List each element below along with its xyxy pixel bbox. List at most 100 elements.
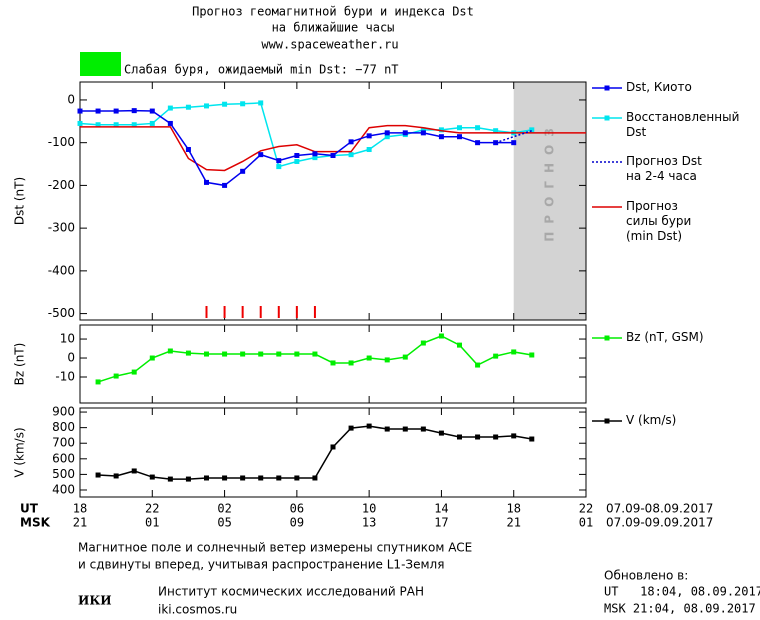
data-point	[493, 353, 499, 359]
data-point	[312, 155, 318, 161]
data-point	[438, 333, 444, 339]
y-tick-label: 10	[60, 332, 75, 346]
data-point	[457, 342, 462, 348]
data-point	[420, 426, 426, 432]
x2-tick-label: 17	[434, 516, 448, 530]
data-point	[294, 475, 300, 481]
data-point	[529, 352, 535, 358]
data-point	[294, 152, 300, 158]
data-point	[420, 127, 426, 133]
x2-tick-label: 05	[217, 516, 231, 530]
data-point	[258, 475, 264, 481]
updated-label: Обновлено в:	[604, 569, 688, 583]
data-point	[493, 434, 499, 440]
x-tick-label: 14	[434, 502, 448, 516]
data-point	[294, 351, 300, 357]
legend-marker	[604, 115, 610, 121]
x2-tick-label: 21	[73, 516, 87, 530]
data-point	[420, 340, 426, 346]
data-point	[185, 147, 191, 153]
data-point	[113, 108, 119, 114]
data-point	[438, 127, 444, 133]
data-point	[348, 360, 354, 366]
data-point	[312, 475, 318, 481]
data-point	[348, 152, 354, 158]
data-point	[330, 444, 336, 450]
data-point	[457, 134, 462, 140]
data-point	[204, 103, 209, 109]
y-axis-label: Dst (nT)	[13, 177, 27, 225]
data-point	[384, 130, 390, 136]
data-point	[457, 125, 462, 131]
data-point	[167, 348, 173, 354]
data-point	[366, 133, 372, 139]
series-line	[80, 109, 514, 187]
data-point	[511, 349, 517, 355]
data-point	[529, 436, 535, 442]
data-point	[240, 475, 246, 481]
chart-title: на ближайшие часы	[272, 21, 395, 35]
data-point	[149, 120, 155, 126]
x-range-label: 07.09-08.09.2017	[606, 502, 713, 516]
y-tick-label: 500	[52, 467, 75, 481]
legend-marker	[604, 418, 610, 424]
x2-tick-label: 09	[290, 516, 304, 530]
y-tick-label: 700	[52, 436, 75, 450]
data-point	[438, 134, 444, 140]
data-point	[438, 430, 444, 436]
data-point	[167, 476, 173, 482]
data-point	[167, 105, 173, 111]
data-point	[204, 351, 209, 357]
legend-label: Dst, Киото	[626, 80, 692, 94]
status-text: Слабая буря, ожидаемый min Dst: −77 nT	[124, 63, 399, 77]
status-box	[80, 52, 121, 76]
plot-frame	[79, 324, 587, 404]
data-point	[240, 351, 246, 357]
x-tick-label: 22	[145, 502, 159, 516]
legend-label: Прогноз Dst на 2-4 часа	[626, 154, 702, 183]
data-point	[167, 120, 173, 126]
data-point	[185, 350, 191, 356]
data-point	[258, 351, 264, 357]
data-point	[366, 423, 372, 429]
data-point	[240, 101, 246, 107]
series-line	[80, 124, 586, 172]
data-point	[384, 426, 390, 432]
data-point	[222, 351, 228, 357]
data-point	[330, 152, 336, 158]
footnote: Магнитное поле и солнечный ветер измерен…	[78, 541, 472, 555]
series-line	[79, 102, 532, 168]
data-point	[131, 369, 137, 375]
institute: Институт космических исследований РАН	[158, 585, 424, 599]
data-point	[222, 101, 228, 107]
updated-ut: UT 18:04, 08.09.2017	[604, 585, 760, 599]
series-line	[97, 335, 532, 383]
data-point	[149, 108, 155, 114]
data-point	[77, 108, 83, 114]
legend-label: Восстановленный Dst	[626, 110, 740, 139]
data-point	[149, 474, 155, 480]
data-point	[258, 100, 264, 106]
legend-label: V (km/s)	[626, 413, 677, 427]
data-point	[312, 151, 318, 157]
data-point	[475, 140, 481, 146]
data-point	[77, 120, 83, 126]
data-point	[475, 125, 481, 131]
y-tick-label: 600	[52, 451, 75, 465]
data-point	[131, 468, 137, 474]
data-point	[511, 140, 517, 146]
x-tick-label: 18	[73, 502, 87, 516]
y-tick-label: -10	[55, 370, 75, 384]
data-point	[348, 139, 354, 145]
data-point	[95, 108, 101, 114]
series-line	[98, 425, 532, 480]
data-point	[276, 351, 282, 357]
data-point	[222, 182, 228, 188]
x-tick-label: 10	[362, 502, 376, 516]
data-point	[240, 168, 246, 174]
data-point	[149, 355, 155, 361]
x-tick-label: 18	[506, 502, 520, 516]
x-tick-label: 22	[579, 502, 593, 516]
